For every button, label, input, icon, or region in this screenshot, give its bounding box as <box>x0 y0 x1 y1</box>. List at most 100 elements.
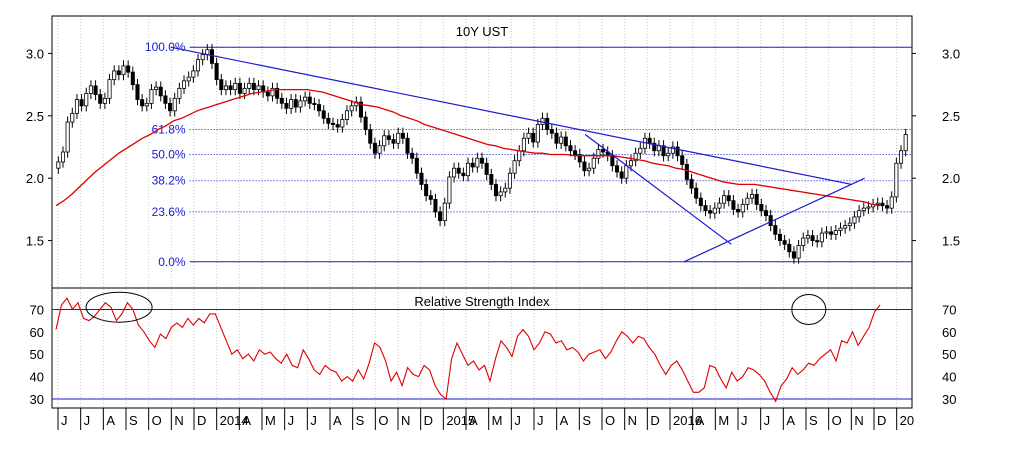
candle-body <box>843 225 848 229</box>
candle-body <box>857 210 862 218</box>
candle-body <box>158 86 163 97</box>
candle-body <box>601 149 606 153</box>
candle-body <box>256 85 261 91</box>
candle-body <box>326 117 331 124</box>
highlight-ellipse <box>791 293 827 325</box>
candle-body <box>303 96 308 102</box>
x-tick-label: D <box>424 413 433 428</box>
candle-body <box>340 119 345 128</box>
x-tick-label: A <box>469 413 478 428</box>
candle-body <box>819 232 824 243</box>
candle-body <box>810 235 815 241</box>
rsi-tick-label-left: 70 <box>30 302 44 317</box>
candle-body <box>680 155 685 165</box>
candle-body <box>591 157 596 169</box>
fib-label: 23.6% <box>152 205 186 219</box>
candle-body <box>833 230 838 235</box>
candle-body <box>498 191 503 197</box>
candle-body <box>438 211 443 222</box>
candle-body <box>247 82 252 89</box>
candle-body <box>126 65 131 73</box>
trend-line <box>683 177 865 263</box>
x-tick-label: A <box>333 413 342 428</box>
x-tick-label: J <box>61 413 68 428</box>
candle-body <box>168 102 173 112</box>
candle-body <box>433 199 438 213</box>
candle-body <box>573 150 578 155</box>
candle-body <box>545 117 550 130</box>
candle-body <box>93 85 98 96</box>
candle-body <box>531 132 536 143</box>
rsi-panel-frame <box>51 287 913 409</box>
candle-body <box>745 197 750 205</box>
candle-body <box>74 99 79 114</box>
x-tick-label: J <box>741 413 748 428</box>
candle-body <box>633 152 638 162</box>
candle-body <box>442 202 447 222</box>
candle-body <box>279 97 284 104</box>
rsi-tick-label-left: 50 <box>30 347 44 362</box>
candle-body <box>703 205 708 212</box>
y-tick-label-left: 2.0 <box>26 171 44 186</box>
candle-body <box>619 171 624 179</box>
candle-body <box>172 97 177 112</box>
y-tick-label-right: 3.0 <box>942 46 960 61</box>
candle-body <box>112 70 117 81</box>
candle-body <box>754 194 759 205</box>
candle-body <box>154 86 159 91</box>
y-tick-label-right: 2.5 <box>942 109 960 124</box>
x-tick-label: A <box>696 413 705 428</box>
candle-body <box>610 155 615 167</box>
candle-body <box>503 187 508 193</box>
candle-body <box>382 135 387 147</box>
candle-body <box>838 227 843 232</box>
candle-body <box>577 154 582 163</box>
candle-body <box>102 97 107 104</box>
candle-body <box>889 196 894 209</box>
x-tick-label: A <box>786 413 795 428</box>
candle-body <box>689 179 694 189</box>
candle-body <box>228 85 233 91</box>
candle-body <box>475 157 480 168</box>
rsi-tick-label-right: 70 <box>942 302 956 317</box>
candle-body <box>237 82 242 94</box>
candle-body <box>396 132 401 144</box>
candle-body <box>317 104 322 112</box>
candle-body <box>242 87 247 94</box>
candle-body <box>391 139 396 144</box>
x-tick-label: N <box>401 413 410 428</box>
highlight-ellipse <box>85 291 153 323</box>
candle-body <box>298 100 303 108</box>
candle-body <box>200 54 205 61</box>
x-tick-label: N <box>628 413 637 428</box>
candle-body <box>163 95 168 104</box>
rsi-tick-label-right: 30 <box>942 392 956 407</box>
y-tick-label-right: 1.5 <box>942 234 960 249</box>
y-tick-label-right: 2.0 <box>942 171 960 186</box>
x-tick-label: J <box>310 413 317 428</box>
x-tick-label: O <box>605 413 615 428</box>
candle-body <box>186 76 191 82</box>
candle-body <box>214 63 219 81</box>
candle-body <box>628 160 634 167</box>
candle-body <box>647 137 652 144</box>
candle-body <box>405 137 410 154</box>
candle-body <box>107 79 112 99</box>
candle-body <box>424 184 429 197</box>
candle-body <box>777 233 782 241</box>
x-tick-label: J <box>288 413 295 428</box>
candle-body <box>428 195 433 200</box>
candle-body <box>70 112 75 123</box>
candle-body <box>275 87 280 99</box>
candle-body <box>521 137 526 152</box>
candle-body <box>419 172 424 185</box>
candle-body <box>736 208 741 213</box>
candle-body <box>56 161 61 169</box>
candle-body <box>270 87 275 97</box>
candle-body <box>452 167 457 178</box>
candle-body <box>624 165 629 179</box>
candle-body <box>368 129 373 144</box>
x-tick-label: S <box>809 413 818 428</box>
